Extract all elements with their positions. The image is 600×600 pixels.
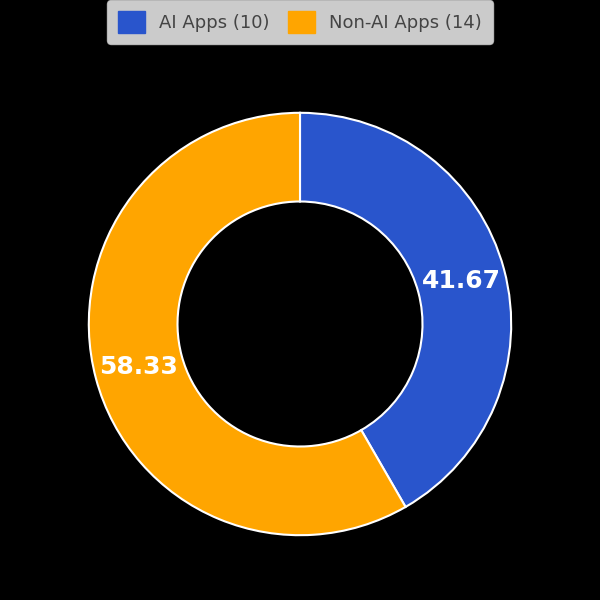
Wedge shape bbox=[300, 113, 511, 507]
Wedge shape bbox=[89, 113, 406, 535]
Legend: AI Apps (10), Non-AI Apps (14): AI Apps (10), Non-AI Apps (14) bbox=[107, 1, 493, 44]
Text: 58.33: 58.33 bbox=[100, 355, 178, 379]
Text: 41.67: 41.67 bbox=[422, 269, 500, 293]
